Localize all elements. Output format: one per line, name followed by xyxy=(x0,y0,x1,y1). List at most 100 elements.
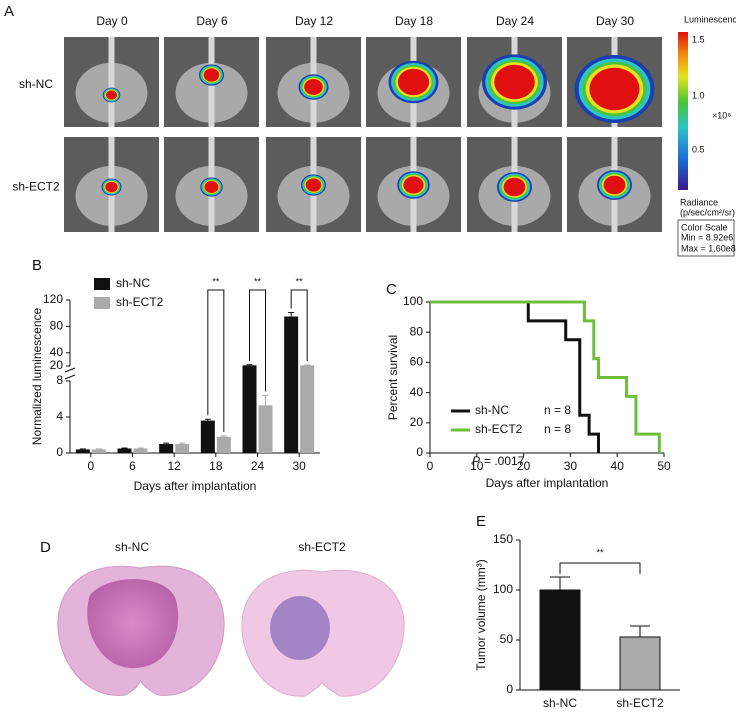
significance: ** xyxy=(254,276,262,286)
y-axis-label: Tumor volume (mm³) xyxy=(474,559,488,671)
ear-bar xyxy=(108,37,115,127)
legend-label: sh-NC xyxy=(475,403,509,417)
significance-bracket xyxy=(290,289,308,362)
panel-label: A xyxy=(4,3,14,20)
colorbar-unit: (p/sec/cm²/sr) xyxy=(680,207,735,217)
colorbar-title: Luminescence xyxy=(684,14,736,24)
day-label: Day 6 xyxy=(196,14,228,28)
bar xyxy=(242,365,257,453)
histology-image xyxy=(57,565,225,696)
panel-label: B xyxy=(32,257,42,274)
bar xyxy=(300,365,315,453)
x-tick-label: 18 xyxy=(209,459,223,473)
colorbar-unit: Radiance xyxy=(680,197,718,207)
panel-label: E xyxy=(476,513,486,530)
significance: ** xyxy=(296,276,304,286)
x-tick-label: 40 xyxy=(611,459,625,473)
y-axis-label: Normalized luminescence xyxy=(30,307,44,445)
day-label: Day 12 xyxy=(295,14,333,28)
bar xyxy=(175,444,190,453)
color-scale: Color Scale xyxy=(681,222,728,232)
bar xyxy=(258,405,273,453)
signal xyxy=(494,64,535,100)
survival-line xyxy=(430,300,661,453)
legend-label: sh-NC xyxy=(116,276,150,290)
axis-break xyxy=(64,367,76,373)
histology-label: sh-NC xyxy=(115,540,149,554)
x-tick-label: 20 xyxy=(517,459,531,473)
p-symbol: P xyxy=(472,454,480,468)
bar xyxy=(117,448,132,453)
histology-image xyxy=(241,569,405,697)
x-tick-label: 0 xyxy=(427,459,434,473)
signal xyxy=(304,79,323,95)
color-bar xyxy=(678,32,688,190)
signal xyxy=(603,175,626,195)
colorbar-tick: 1.0 xyxy=(692,90,705,100)
x-tick-label: 0 xyxy=(87,459,94,473)
legend-swatch xyxy=(94,278,110,290)
significance-bracket xyxy=(559,562,641,574)
panel-label: D xyxy=(40,539,51,556)
signal xyxy=(203,68,220,82)
y-tick-label: 150 xyxy=(493,532,513,546)
bar xyxy=(539,589,581,691)
bar xyxy=(159,444,174,453)
signal xyxy=(106,90,117,100)
y-tick-label: 20 xyxy=(50,358,64,372)
color-scale: Max = 1.60e8 xyxy=(681,243,736,253)
row-label: sh-ECT2 xyxy=(12,180,60,194)
y-tick-label: 8 xyxy=(56,373,63,387)
colorbar-tick: 0.5 xyxy=(692,144,705,154)
bar xyxy=(619,636,661,691)
y-tick-label: 100 xyxy=(403,294,423,308)
day-label: Day 24 xyxy=(496,14,534,28)
signal xyxy=(397,68,430,96)
x-axis-label: Days after implantation xyxy=(134,479,257,493)
y-tick-label: 80 xyxy=(410,324,424,338)
colorbar-exponent: ×10⁸ xyxy=(712,110,731,120)
significance: ** xyxy=(212,276,220,286)
x-tick-label: sh-NC xyxy=(543,696,577,710)
colorbar-tick: 1.5 xyxy=(692,34,705,44)
y-tick-label: 80 xyxy=(50,319,64,333)
y-tick-label: 40 xyxy=(50,345,64,359)
bar xyxy=(284,316,299,453)
y-tick-label: 60 xyxy=(410,355,424,369)
x-tick-label: 24 xyxy=(251,459,265,473)
x-tick-label: sh-ECT2 xyxy=(616,696,664,710)
legend-label: sh-ECT2 xyxy=(475,422,523,436)
survival-line xyxy=(430,300,600,453)
x-axis-label: Days after implantation xyxy=(486,476,609,490)
signal xyxy=(105,181,118,193)
panel-label: C xyxy=(386,281,397,298)
signal xyxy=(503,177,526,197)
significance-bracket xyxy=(207,289,225,432)
signal xyxy=(403,176,424,194)
bar xyxy=(91,449,106,453)
x-tick-label: 10 xyxy=(470,459,484,473)
x-tick-label: 6 xyxy=(129,459,136,473)
legend-swatch xyxy=(94,297,110,309)
day-label: Day 18 xyxy=(395,14,433,28)
y-tick-label: 0 xyxy=(506,682,513,696)
x-tick-label: 12 xyxy=(167,459,181,473)
color-scale-box xyxy=(677,219,735,257)
legend-note: n = 8 xyxy=(544,403,571,417)
legend-label: sh-ECT2 xyxy=(116,295,164,309)
x-tick-label: 30 xyxy=(564,459,578,473)
significance: ** xyxy=(596,547,604,557)
day-label: Day 30 xyxy=(596,14,634,28)
day-label: Day 0 xyxy=(96,14,128,28)
panel-a-images xyxy=(64,37,662,232)
signal xyxy=(305,178,322,192)
bar xyxy=(216,436,231,453)
y-tick-label: 100 xyxy=(493,582,513,596)
y-tick-label: 120 xyxy=(43,292,63,306)
p-value: = .0017 xyxy=(484,454,525,468)
histology-label: sh-ECT2 xyxy=(298,540,346,554)
x-tick-label: 30 xyxy=(292,459,306,473)
bar xyxy=(200,420,215,453)
bar xyxy=(75,449,90,453)
